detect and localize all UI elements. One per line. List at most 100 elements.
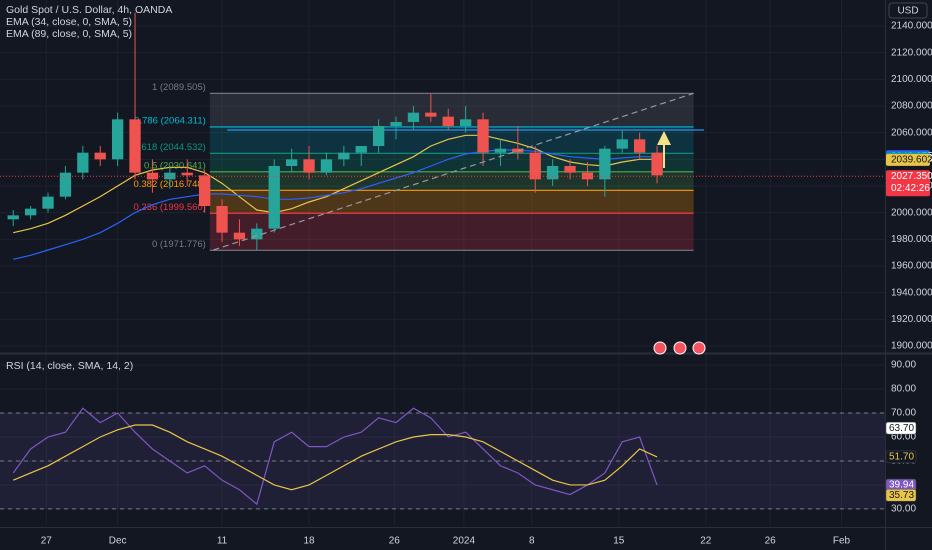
fib-level-label: 0.236 (1999.560) [133,202,205,213]
candle-body [24,208,37,216]
candle-body [146,172,159,180]
ema-line [13,149,658,260]
event-icon[interactable] [692,341,706,355]
up-arrow-drawing [657,131,671,168]
y-tick-label: 2140.000 [891,21,932,32]
grid [0,0,885,525]
candle-body [616,139,628,149]
rsi-line [12,424,658,491]
candle-body [285,159,298,166]
fib-level-label: 0.618 (2044.532) [133,142,205,153]
trend-line-drawing [213,92,694,251]
rsi-badge-label: 51.70 [889,452,914,463]
candle-body [338,152,350,160]
candle-body [198,175,211,206]
candle-body [303,159,315,173]
rsi-badge [885,450,917,464]
rsi-title[interactable]: RSI (14, close, SMA, 14, 2) [6,360,133,372]
candle-body [581,172,594,180]
x-tick-label: 18 [303,536,315,547]
candle-body [181,172,193,176]
fib-zone [209,190,694,214]
candle-body [94,152,106,160]
fib-zone [209,126,694,154]
candle-body [233,232,246,240]
candle-body [129,119,141,173]
price-badge [886,170,930,197]
candle-body [164,172,176,180]
candle-body [42,196,54,209]
candle-body [564,166,576,173]
candle-body [77,152,89,173]
y-tick-label: 1940.000 [891,287,932,298]
price-badge-label: 2039.602 [891,155,932,166]
candle-body [268,166,280,229]
plot-layers: 1 (2089.505) 0.786 (2064.311) 0.618 (2044.… [0,12,885,510]
candle-body [407,112,420,122]
x-tick-label: Dec [109,536,127,547]
fib-level-label: 0.5 (2030.641) [144,160,206,171]
x-tick-label: 2024 [453,536,476,547]
ema-line [13,134,658,234]
candle-body [390,122,402,126]
x-tick-label: 27 [41,536,53,547]
chart-title: Gold Spot / U.S. Dollar, 4h, OANDA [6,4,172,16]
y-tick-label: 2000.000 [891,207,932,218]
candle-body [425,112,437,117]
rsi-badge [885,421,917,435]
y-tick-label: 1920.000 [891,314,932,325]
y-tick-label: 90.00 [891,360,916,371]
y-tick-label: 60.00 [891,432,916,443]
y-tick-label: 1960.000 [891,261,932,272]
x-tick-label: Feb [833,536,851,547]
rsi-line [12,407,658,506]
countdown-label: 02:42:26 [891,183,930,194]
candle-body [111,119,124,160]
x-tick-label: 8 [529,536,535,547]
candle-body [320,159,333,173]
y-tick-label: 2060.000 [891,127,932,138]
rsi-badge [885,488,917,502]
y-tick-label: 1900.000 [891,341,932,352]
x-tick-label: 26 [389,536,401,547]
candle-body [651,152,663,176]
candle-body [494,148,507,153]
candle-body [372,126,385,146]
candle-body [7,215,19,220]
x-tick-label: 15 [613,536,625,547]
y-tick-label: 70.00 [891,408,916,419]
event-icon[interactable] [673,341,687,355]
currency-box[interactable] [888,2,928,19]
candle-body [355,146,367,153]
y-tick-label: 2120.000 [891,47,932,58]
y-tick-label: 80.00 [891,384,916,395]
legend-entry[interactable]: EMA (89, close, 0, SMA, 5) [6,28,132,40]
y-tick-label: 2100.000 [891,74,932,85]
price-badge [886,153,930,166]
price-badge-label: 2027.350 [891,171,932,182]
candle-body [442,116,454,126]
currency-label: USD [897,6,918,17]
rsi-badge-label: 39.94 [889,480,914,491]
event-icon[interactable] [653,341,667,355]
y-tick-label: 1980.000 [891,234,932,245]
event-icons[interactable] [653,341,706,355]
fib-zone [209,171,694,191]
candle-body [546,166,559,180]
fib-level-label: 0 (1971.776) [152,239,206,250]
fib-level-label: 0.786 (2064.311) [134,115,206,126]
y-tick-label: 30.00 [891,504,916,515]
fib-zone [209,213,694,251]
x-tick-label: 26 [765,536,777,547]
candle-body [216,206,228,233]
rsi-badge-label: 63.70 [889,423,914,434]
candle-body [59,172,72,197]
legend-entry[interactable]: EMA (34, close, 0, SMA, 5) [6,16,132,28]
candle-body [477,119,489,153]
fib-level-label: 1 (2089.505) [152,82,206,93]
y-tick-label: 2080.000 [891,101,932,112]
x-tick-label: 22 [700,536,712,547]
candle-body [633,139,646,153]
